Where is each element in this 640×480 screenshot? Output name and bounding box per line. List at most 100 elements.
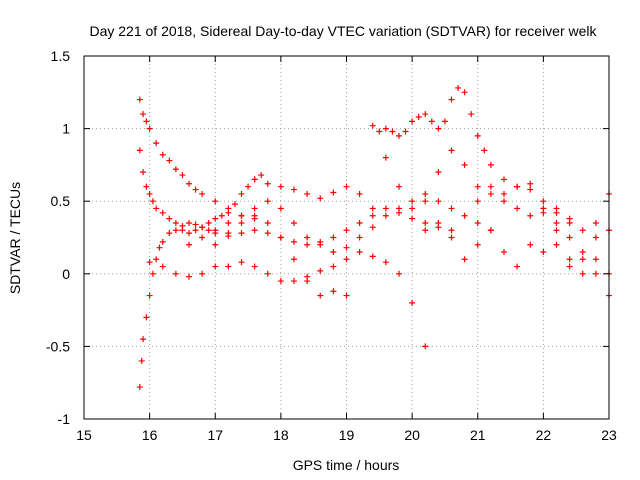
data-point [369,122,376,129]
series-arc-9 [382,147,612,234]
x-tick-label: 21 [470,427,486,443]
data-point [212,198,219,205]
data-point [435,125,442,132]
data-point [428,118,435,125]
data-point [566,263,573,270]
data-point [435,169,442,176]
data-point [409,205,416,212]
data-point [153,256,160,263]
data-point [277,205,284,212]
data-point [579,256,586,263]
data-point [592,234,599,241]
data-point [277,234,284,241]
data-point [156,244,163,251]
data-point [153,140,160,147]
data-point [448,234,455,241]
data-point [422,111,429,118]
data-point [186,219,192,226]
data-point [143,183,150,190]
data-point [251,212,258,219]
data-point [238,219,245,226]
data-point [159,151,166,158]
data-point [415,113,422,120]
data-point [159,263,166,270]
data-point [481,147,488,154]
data-point [422,190,429,197]
data-point [514,183,521,190]
data-point [225,263,232,270]
data-point [264,219,271,226]
data-point [382,259,389,266]
x-tick-label: 18 [273,427,289,443]
y-tick-label: 1.5 [51,48,71,64]
data-point [402,128,409,135]
data-point [501,249,507,256]
data-point [356,219,363,226]
data-point [291,219,297,226]
data-point [225,219,232,226]
data-point [199,190,206,197]
data-point [251,263,258,270]
data-point [317,241,324,248]
data-point [474,132,481,139]
data-point [396,270,402,277]
data-point [422,343,429,350]
data-point [553,241,560,248]
data-point [487,190,494,197]
data-point [527,186,534,193]
data-point [140,336,147,343]
series-arc-10 [422,205,612,277]
data-point [264,198,271,205]
data-point [238,190,245,197]
data-point [330,189,337,196]
data-point [330,249,337,256]
data-point [277,183,284,190]
data-point [409,118,416,125]
data-point [138,357,145,364]
series-arc-5 [186,190,494,256]
data-point [166,230,173,237]
data-point [304,234,311,241]
data-point [218,212,225,219]
data-point [448,147,455,154]
series-arc-2 [136,205,455,391]
data-point [376,128,383,135]
data-point [474,198,481,205]
data-point [172,166,179,173]
data-point [474,241,481,248]
data-point [540,198,547,205]
data-point [192,227,199,234]
data-point [199,224,206,231]
data-point [409,198,416,205]
data-point [238,212,245,219]
x-tick-label: 17 [207,427,223,443]
data-point [186,180,192,187]
y-tick-label: -0.5 [46,338,70,354]
data-point [146,125,153,132]
y-tick-label: 0.5 [51,193,71,209]
data-point [435,219,442,226]
data-point [527,212,534,219]
data-point [264,180,271,187]
data-point [455,84,462,91]
data-point [396,183,402,190]
data-point [136,147,143,154]
data-point [592,219,599,226]
y-tick-label: 0 [62,266,70,282]
data-point [422,227,429,234]
x-tick-label: 22 [536,427,552,443]
series-arc-7 [251,176,376,212]
data-point [159,238,166,245]
data-point [264,230,271,237]
data-point [461,212,468,219]
tick-labels: 15 16 17 18 19 20 21 22 23 1.5 1 0.5 0 -0.5 -1 [46,48,617,443]
data-point [369,253,376,260]
data-point [317,267,324,274]
data-point [527,180,534,187]
data-point [579,249,586,256]
data-point [143,314,150,321]
data-point [540,205,547,212]
data-point [474,219,481,226]
series-arc-12 [540,227,612,299]
data-point [553,219,560,226]
